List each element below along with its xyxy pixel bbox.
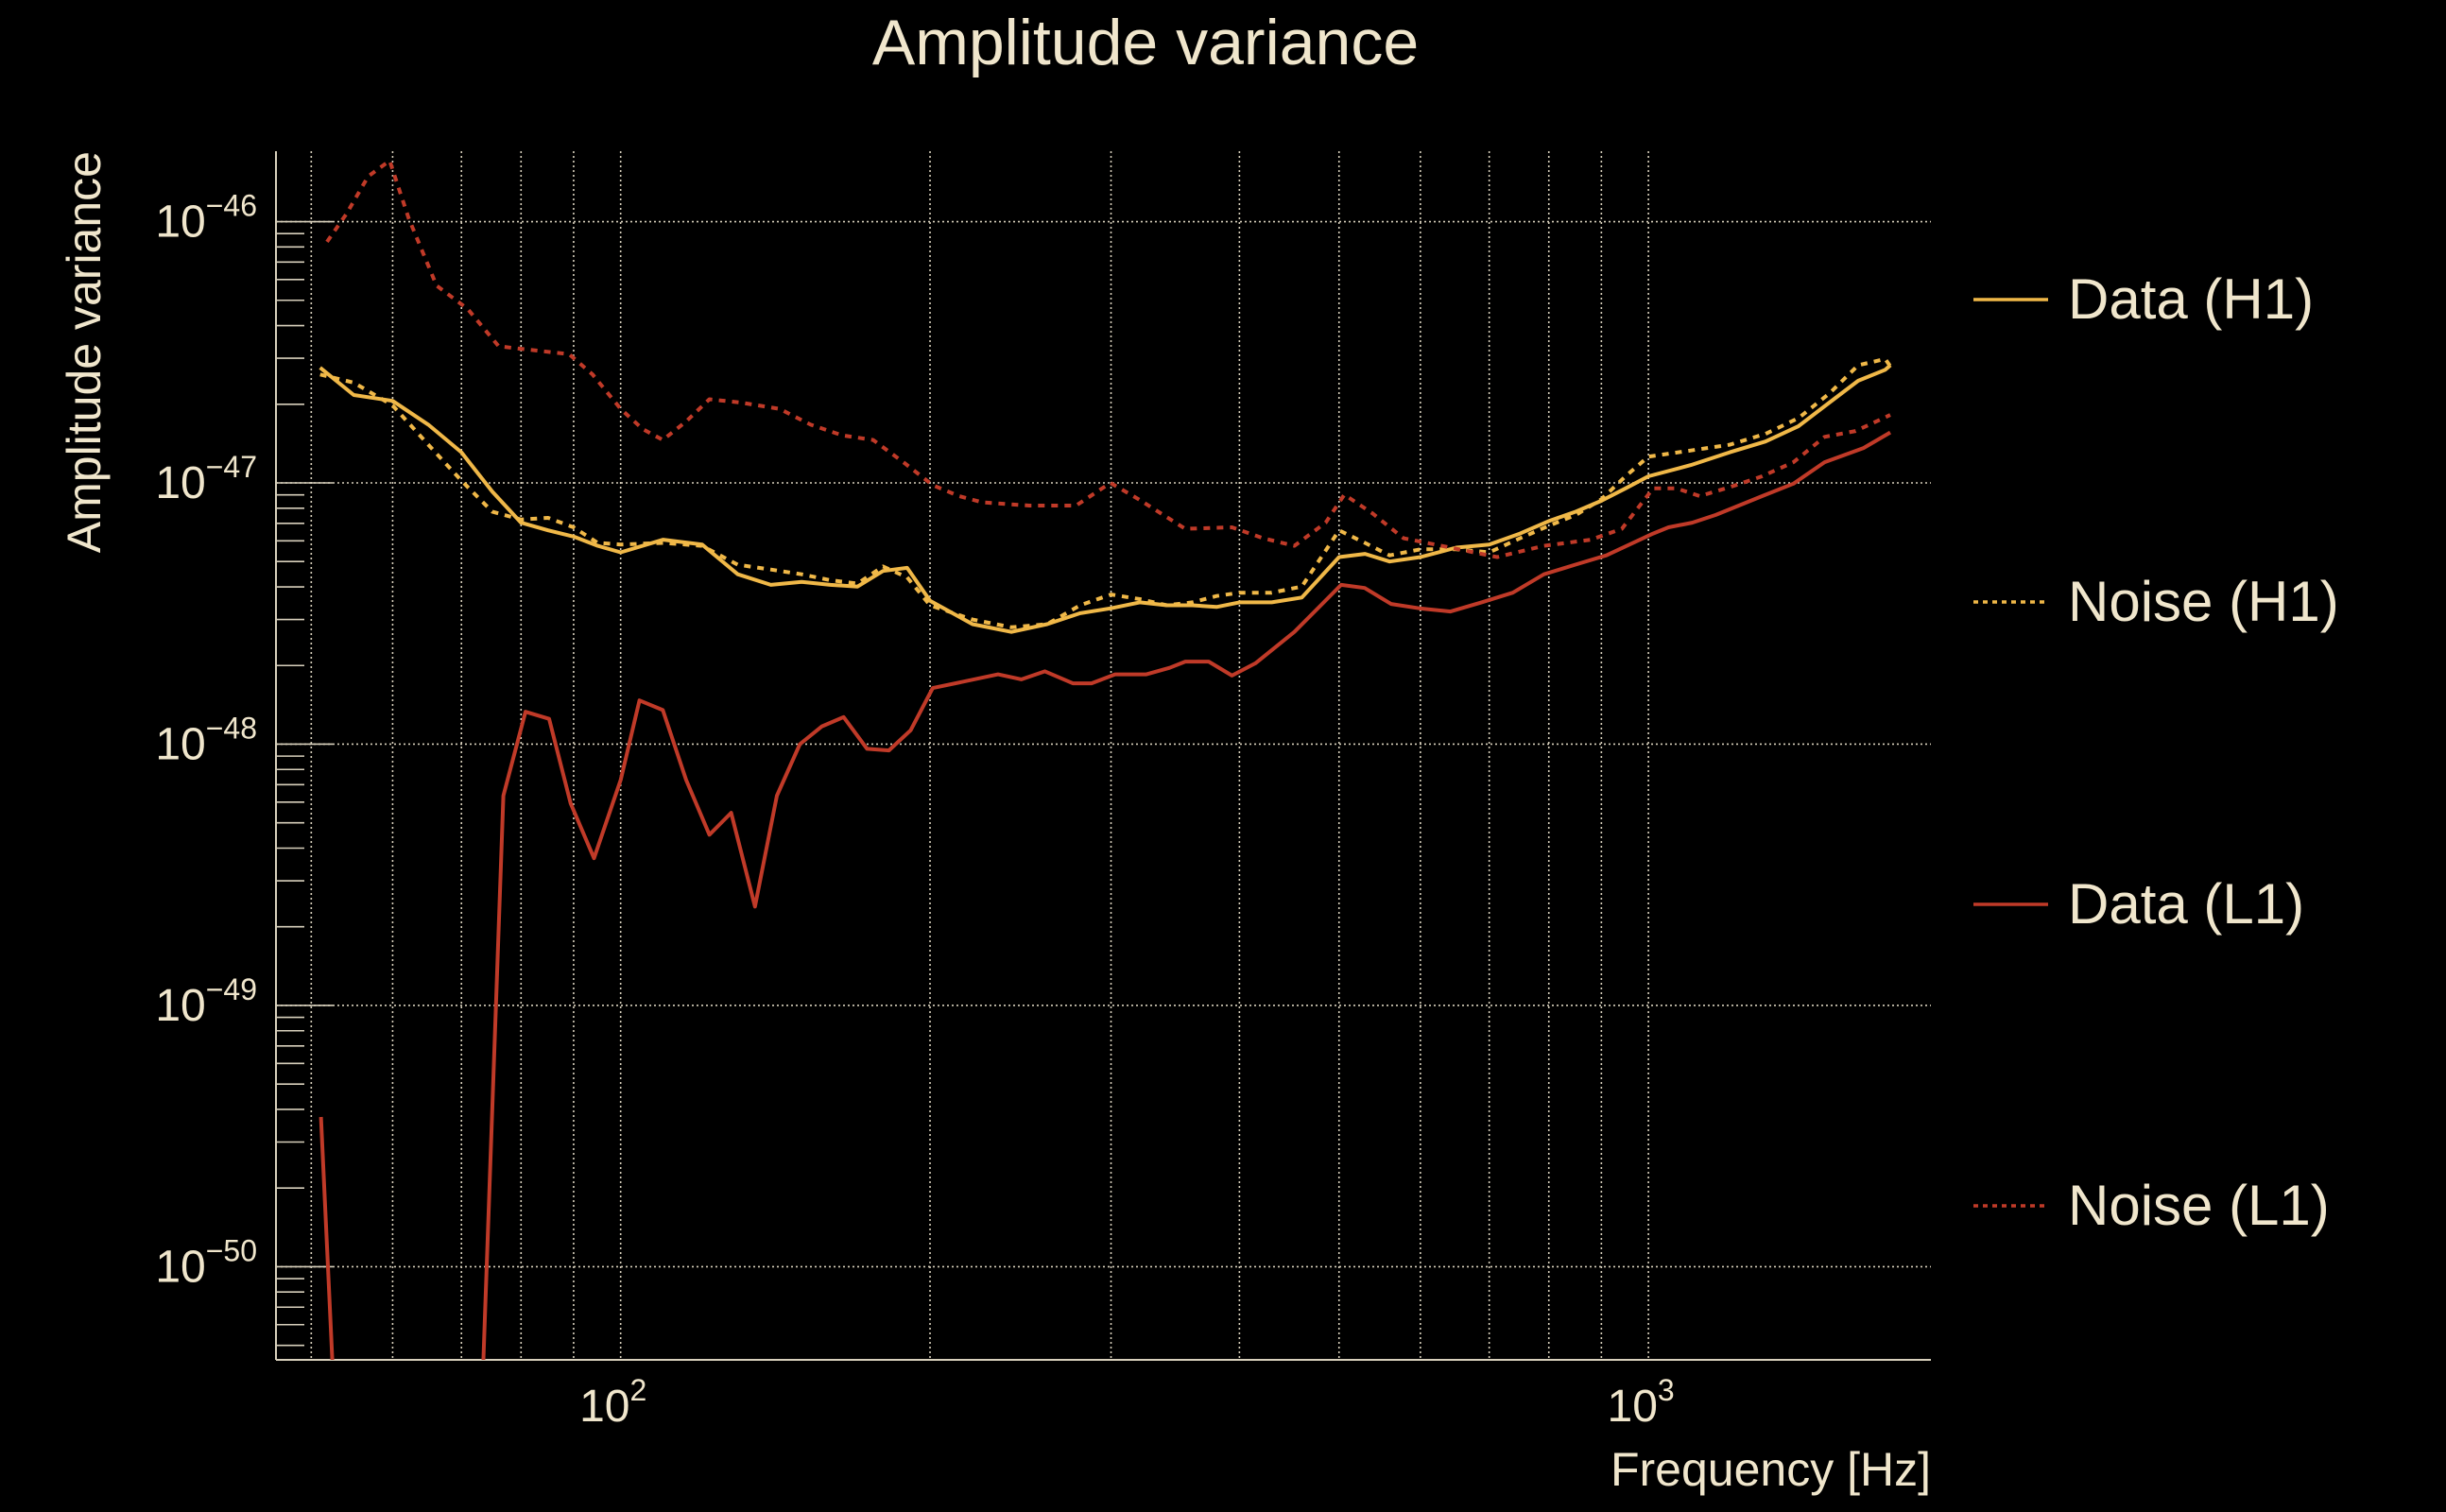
x-axis-label: Frequency [Hz] bbox=[1611, 1443, 1931, 1496]
axes bbox=[275, 151, 1931, 1361]
series-line-data-h1 bbox=[319, 363, 1892, 634]
series-lines bbox=[319, 159, 1892, 1360]
x-tick-label: 103 bbox=[1608, 1373, 1675, 1432]
series-line-noise-l1 bbox=[325, 159, 1891, 559]
grid bbox=[276, 151, 1931, 1360]
series-line-noise-h1 bbox=[319, 356, 1892, 629]
y-tick-label: 10−48 bbox=[155, 711, 257, 769]
series-line-data-l1 bbox=[319, 430, 1892, 1360]
y-tick-label: 10−50 bbox=[155, 1233, 257, 1292]
x-tick-label: 102 bbox=[579, 1373, 646, 1432]
legend-label: Data (H1) bbox=[2068, 267, 2314, 331]
chart-title: Amplitude variance bbox=[872, 7, 1419, 78]
tick-labels: 10−46 10−47 10−48 10−49 10−50 102 103 bbox=[155, 189, 1674, 1432]
legend-label: Noise (H1) bbox=[2068, 570, 2339, 633]
y-tick-label: 10−49 bbox=[155, 972, 257, 1031]
y-tick-label: 10−46 bbox=[155, 189, 257, 248]
legend-label: Noise (L1) bbox=[2068, 1174, 2330, 1237]
y-tick-label: 10−47 bbox=[155, 450, 257, 508]
y-axis-label: Amplitude variance bbox=[58, 151, 111, 553]
legend: Data (H1) Noise (H1) Data (L1) Noise (L1) bbox=[1973, 267, 2339, 1237]
legend-label: Data (L1) bbox=[2068, 872, 2304, 936]
